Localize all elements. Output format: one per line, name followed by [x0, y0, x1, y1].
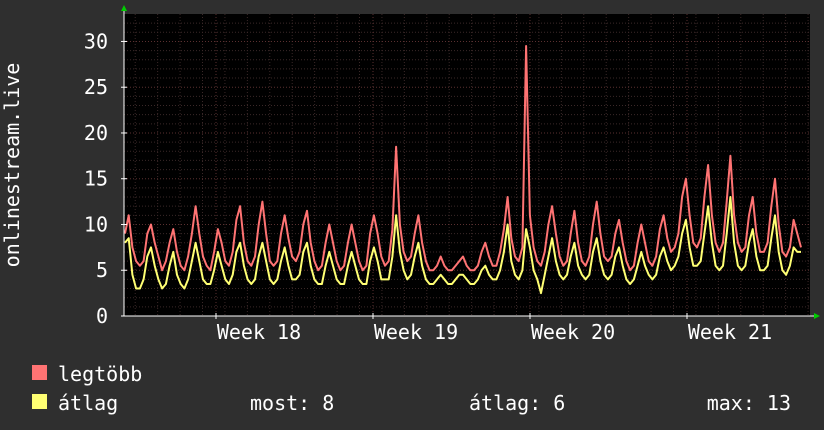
- series-line-avg: [124, 196, 801, 295]
- y-tick-label: 0: [96, 304, 108, 328]
- axes: [121, 5, 820, 319]
- y-tick-label: 20: [84, 121, 108, 145]
- series-line-max: [124, 45, 802, 272]
- series-layer: [124, 45, 802, 295]
- y-tick-label: 5: [96, 258, 108, 282]
- x-tick-label: Week 19: [374, 320, 458, 344]
- y-tick-labels: 0 5 10 15 20 25 30: [84, 29, 108, 328]
- legend-avg-value: átlag: 6: [469, 391, 565, 415]
- x-tick-labels: Week 18 Week 19 Week 20 Week 21: [217, 320, 772, 344]
- legend-label-max: legtöbb: [58, 362, 142, 386]
- x-tick-label: Week 21: [688, 320, 772, 344]
- legend-now-value: most: 8: [250, 391, 334, 415]
- legend-swatch-max: [32, 365, 47, 380]
- x-tick-label: Week 20: [531, 320, 615, 344]
- legend-swatch-avg: [32, 394, 47, 409]
- y-tick-label: 15: [84, 167, 108, 191]
- legend-label-avg: átlag: [58, 391, 118, 415]
- y-tick-label: 10: [84, 212, 108, 236]
- x-tick-label: Week 18: [217, 320, 301, 344]
- y-tick-label: 25: [84, 75, 108, 99]
- grid: [124, 14, 810, 316]
- legend: legtöbb átlag most: 8 átlag: 6 max: 13: [32, 362, 791, 415]
- y-axis-label: onlinestream.live: [0, 63, 24, 268]
- y-tick-label: 30: [84, 29, 108, 53]
- y-axis-arrow: [121, 5, 127, 11]
- legend-max-value: max: 13: [707, 391, 791, 415]
- x-axis-arrow: [814, 313, 820, 319]
